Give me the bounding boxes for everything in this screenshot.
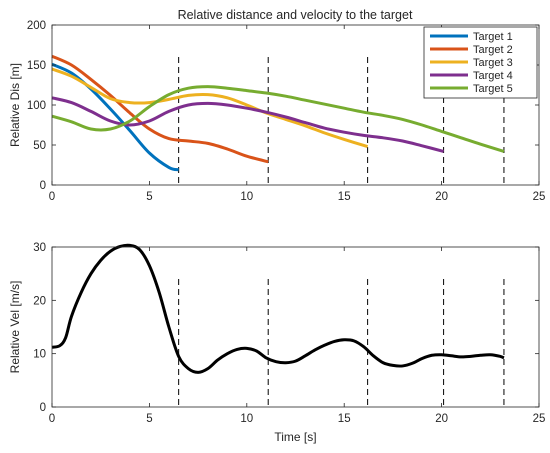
x-tick-label: 20	[435, 413, 448, 425]
velocity-line	[51, 243, 505, 374]
x-tick-label: 25	[533, 191, 546, 203]
distance-axes: 0 5 10 15 20 25 0 50 100 150 200 Relative Dis [m] Ta…	[8, 20, 545, 203]
x-tick-label: 20	[435, 191, 448, 203]
series-line-target-5	[51, 85, 505, 153]
velocity-axes: 0 5 10 15 20 25 0 10 20 30 Relative Vel [m/s] Time …	[8, 242, 545, 444]
y-tick-label: 10	[33, 349, 46, 361]
chart-title: Relative distance and velocity to the ta…	[178, 8, 413, 22]
series-line-target-3	[51, 67, 369, 149]
y-tick-label: 100	[27, 100, 46, 112]
y-tick-label: 0	[40, 180, 46, 192]
series-line-target-2	[51, 54, 269, 164]
y-tick-label: 150	[27, 60, 46, 72]
y-tick-label: 20	[33, 295, 46, 307]
legend-entry: Target 4	[473, 70, 513, 82]
y-axis-label: Relative Vel [m/s]	[8, 281, 22, 374]
legend-entry: Target 2	[473, 44, 513, 56]
x-tick-label: 0	[49, 191, 55, 203]
legend-entry: Target 3	[473, 57, 513, 69]
x-tick-label: 15	[338, 413, 351, 425]
series-line-target-4	[51, 96, 444, 153]
x-tick-label: 15	[338, 191, 351, 203]
y-tick-label: 30	[33, 242, 46, 254]
x-tick-label: 10	[240, 413, 253, 425]
x-tick-label: 5	[146, 191, 152, 203]
x-tick-label: 5	[146, 413, 152, 425]
plot-area	[52, 247, 539, 407]
x-tick-label: 10	[240, 191, 253, 203]
y-axis-label: Relative Dis [m]	[8, 63, 22, 147]
y-tick-label: 200	[27, 20, 46, 32]
y-tick-label: 50	[33, 140, 46, 152]
x-tick-label: 0	[49, 413, 55, 425]
x-tick-label: 25	[533, 413, 546, 425]
series-line-target-1	[51, 62, 179, 172]
legend-entry: Target 5	[473, 83, 513, 95]
x-axis-label: Time [s]	[274, 430, 316, 444]
axes-frame	[51, 246, 540, 408]
y-tick-label: 0	[40, 402, 46, 414]
legend-entry: Target 1	[473, 31, 513, 43]
